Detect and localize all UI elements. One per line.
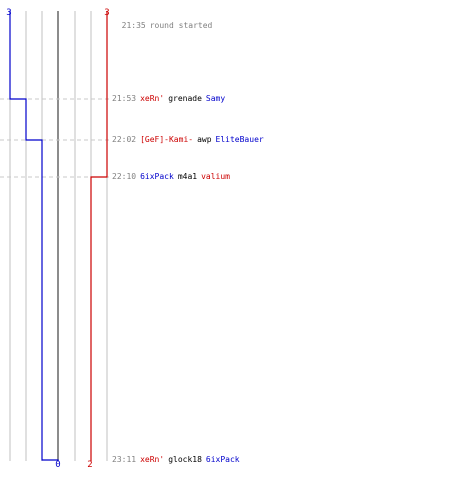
weapon-name: awp: [197, 135, 212, 144]
red-end-count: 2: [87, 460, 92, 470]
event-time: 22:10: [112, 172, 137, 181]
killer-name: [GeF]-Kami-: [140, 135, 194, 144]
weapon-name: grenade: [168, 94, 202, 103]
event-time: 22:02: [112, 135, 137, 144]
event-time: 23:11: [112, 455, 137, 464]
victim-name: Samy: [205, 94, 226, 103]
victim-name: 6ixPack: [205, 455, 240, 464]
victim-name: valium: [201, 172, 230, 181]
red-team-alive-line: [90, 11, 108, 461]
blue-end-count: 0: [55, 460, 60, 470]
kill-event-row: 21:53 xeRn' grenade Samy: [112, 94, 225, 104]
weapon-name: glock18: [168, 455, 202, 464]
weapon-name: m4a1: [177, 172, 198, 181]
round-start-text: round started: [149, 21, 213, 30]
kill-event-row: 22:02 [GeF]-Kami-awp EliteBauer: [112, 135, 264, 145]
kill-event-row: 23:11 xeRn' glock18 6ixPack: [112, 455, 240, 465]
round-start-row: 21:35 round started: [112, 11, 213, 31]
killer-name: xeRn': [140, 94, 165, 103]
blue-start-count: 3: [6, 8, 11, 18]
killer-name: xeRn': [140, 455, 165, 464]
victim-name: EliteBauer: [215, 135, 264, 144]
killer-name: 6ixPack: [140, 172, 174, 181]
event-time: 21:53: [112, 94, 137, 103]
event-guide-lines: [0, 98, 110, 178]
timeline-grid: [9, 11, 108, 461]
blue-team-alive-line: [9, 11, 59, 461]
red-start-count: 3: [104, 8, 109, 18]
round-start-time: 21:35: [121, 21, 146, 30]
kill-event-row: 22:10 6ixPack m4a1 valium: [112, 172, 230, 182]
